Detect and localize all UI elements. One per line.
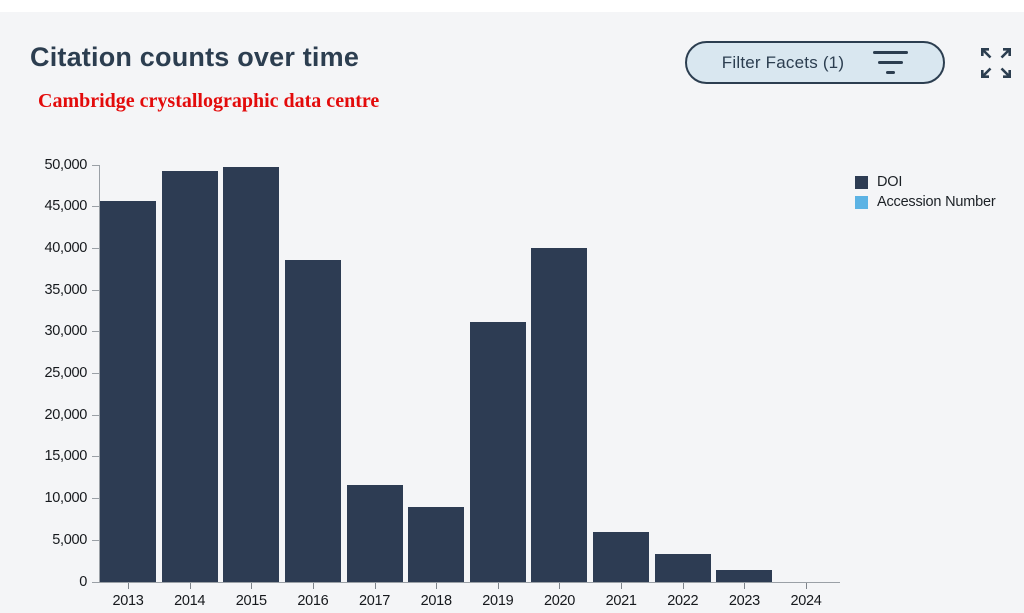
legend-item-accession-number[interactable]: Accession Number (855, 194, 996, 210)
x-axis-label-2024: 2024 (790, 593, 822, 609)
x-axis-tick (806, 583, 808, 589)
bar-doi-2017[interactable] (346, 485, 403, 582)
bar-doi-2014[interactable] (161, 170, 218, 582)
y-axis-tick (92, 206, 100, 208)
x-axis-label-2013: 2013 (112, 593, 144, 609)
y-axis-tick (92, 539, 100, 541)
x-axis-label-2015: 2015 (235, 593, 267, 609)
legend-item-doi[interactable]: DOI (855, 174, 996, 190)
y-axis-tick (92, 456, 100, 458)
citation-bar-chart: 0 5,000 10,000 15,000 20,000 25,000 30,000 35,0… (44, 157, 840, 609)
y-axis-tick-label: 15,000 (44, 448, 87, 465)
x-axis-tick (128, 583, 129, 589)
filter-facets-button[interactable]: Filter Facets (1) (685, 41, 945, 84)
y-axis-tick (92, 289, 100, 291)
page-subtitle: Cambridge crystallographic data centre (38, 90, 380, 112)
x-axis-tick (436, 583, 438, 589)
x-axis-tick (374, 583, 376, 589)
legend-swatch-icon (855, 195, 868, 209)
x-axis-label-2023: 2023 (728, 593, 760, 609)
bar-doi-2015[interactable] (223, 166, 280, 582)
legend-label: Accession Number (877, 194, 996, 210)
legend-swatch-icon (855, 175, 868, 189)
y-axis-tick (92, 331, 100, 333)
x-axis-tick (682, 583, 684, 589)
y-axis-tick-label: 20,000 (44, 406, 87, 423)
y-axis-tick (92, 498, 100, 500)
y-axis-tick-label: 50,000 (44, 156, 87, 173)
y-axis-tick-label: 5,000 (52, 531, 87, 548)
y-axis-tick-label: 40,000 (44, 239, 87, 256)
y-axis-tick (92, 581, 100, 583)
y-axis-tick-label: 45,000 (44, 198, 87, 215)
x-axis-label-2014: 2014 (174, 593, 206, 609)
bar-doi-2016[interactable] (284, 260, 341, 582)
y-axis-tick-label: 30,000 (44, 323, 87, 340)
x-axis-tick (497, 583, 499, 589)
y-axis-tick-label: 25,000 (44, 365, 87, 381)
x-axis-label-2017: 2017 (359, 593, 391, 609)
bar-doi-2020[interactable] (531, 248, 588, 582)
bar-doi-2013[interactable] (100, 200, 156, 582)
y-axis-tick (92, 373, 100, 374)
x-axis-tick (312, 583, 314, 589)
bar-doi-2019[interactable] (469, 321, 526, 582)
x-axis-line (99, 582, 840, 583)
y-axis-tick (92, 414, 100, 416)
x-axis-tick (621, 583, 623, 589)
bar-doi-2022[interactable] (654, 553, 711, 582)
x-axis-tick (189, 583, 191, 589)
x-axis-label-2021: 2021 (605, 593, 637, 609)
y-axis-line (99, 165, 100, 583)
expand-arrows-icon (977, 48, 1015, 85)
x-axis-tick (559, 583, 561, 589)
x-axis-label-2018: 2018 (420, 593, 452, 609)
filter-lines-icon (872, 51, 908, 74)
y-axis-tick-label: 10,000 (44, 490, 87, 507)
filter-facets-button-label: Filter Facets (1) (721, 52, 845, 72)
y-axis-tick (92, 247, 100, 249)
x-axis-label-2020: 2020 (543, 593, 575, 609)
y-axis-tick-label: 35,000 (44, 281, 87, 298)
bar-doi-2018[interactable] (408, 506, 465, 582)
x-axis-tick (744, 583, 746, 589)
bar-doi-2023[interactable] (716, 570, 773, 582)
x-axis-label-2016: 2016 (297, 593, 329, 609)
x-axis-label-2022: 2022 (667, 593, 699, 609)
y-axis-tick-label: 0 (79, 573, 87, 590)
expand-fullscreen-button[interactable] (977, 44, 1015, 82)
chart-legend: DOI Accession Number (855, 174, 996, 210)
legend-label: DOI (877, 174, 903, 190)
page-title: Citation counts over time (30, 42, 360, 72)
x-axis-label-2019: 2019 (482, 593, 514, 609)
x-axis-tick (251, 583, 253, 589)
y-axis-tick (92, 164, 100, 166)
bar-doi-2021[interactable] (593, 531, 650, 582)
